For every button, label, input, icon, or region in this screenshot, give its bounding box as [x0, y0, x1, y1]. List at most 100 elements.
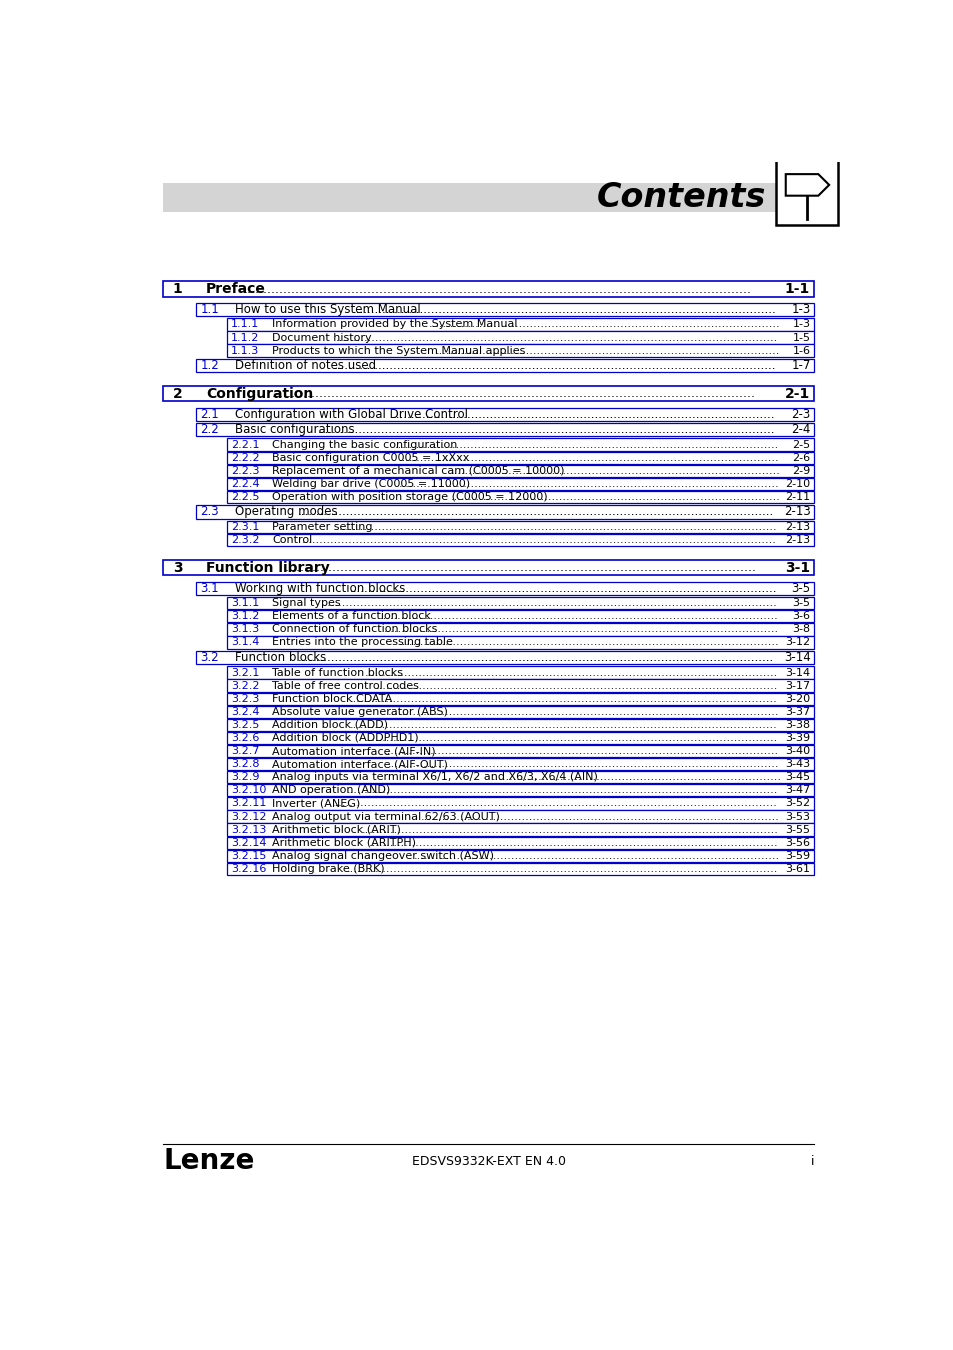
Text: 2-5: 2-5 [792, 440, 810, 450]
Bar [227, 798, 814, 810]
Text: 2-1: 2-1 [783, 386, 809, 401]
Text: 2.2: 2.2 [200, 423, 219, 436]
Bar [227, 810, 814, 822]
Text: ................................................................................: ........................................… [346, 786, 777, 795]
Text: ................................................................................: ........................................… [365, 667, 778, 678]
Bar [195, 359, 814, 373]
Text: Holding brake (BRK): Holding brake (BRK) [272, 864, 384, 873]
Bar [163, 386, 814, 401]
Bar [227, 533, 814, 547]
Text: 2-13: 2-13 [784, 535, 810, 545]
Text: ................................................................................: ........................................… [398, 637, 779, 648]
Text: 3.1: 3.1 [200, 582, 219, 595]
Bar [776, 153, 838, 225]
Text: ................................................................................: ........................................… [436, 346, 780, 355]
Text: Entries into the processing table: Entries into the processing table [272, 637, 453, 648]
Text: 2.2.1: 2.2.1 [231, 440, 259, 450]
Bar [227, 718, 814, 732]
Text: 2-4: 2-4 [790, 423, 810, 436]
Text: ................................................................................: ........................................… [369, 838, 778, 848]
Bar [227, 667, 814, 679]
Text: 2.3: 2.3 [200, 505, 219, 518]
Text: Preface: Preface [206, 282, 266, 296]
Bar [227, 344, 814, 356]
Text: 3-14: 3-14 [784, 667, 810, 678]
Text: 3-45: 3-45 [784, 772, 810, 782]
Text: 2-11: 2-11 [784, 491, 810, 502]
Text: Operation with position storage (C0005 = 12000): Operation with position storage (C0005 =… [272, 491, 547, 502]
Text: 3.2.7: 3.2.7 [231, 747, 259, 756]
Bar [227, 757, 814, 771]
Text: 2.1: 2.1 [200, 408, 219, 421]
Text: 3-8: 3-8 [792, 625, 810, 634]
Text: 3.2.11: 3.2.11 [231, 798, 266, 809]
Text: 3.2.6: 3.2.6 [231, 733, 259, 743]
Bar [163, 560, 814, 575]
Text: 3.2.8: 3.2.8 [231, 759, 259, 769]
Text: Working with function blocks: Working with function blocks [234, 582, 405, 595]
Text: 3.2.1: 3.2.1 [231, 667, 259, 678]
Text: Definition of notes used: Definition of notes used [234, 359, 375, 373]
Bar [227, 610, 814, 622]
Text: Configuration with Global Drive Control: Configuration with Global Drive Control [234, 408, 467, 421]
Text: 3-56: 3-56 [784, 838, 810, 848]
Text: ................................................................................: ........................................… [420, 811, 779, 822]
Text: Table of free control codes: Table of free control codes [272, 680, 418, 691]
Text: ................................................................................: ........................................… [350, 694, 777, 703]
Text: ................................................................................: ........................................… [349, 582, 776, 595]
Bar [227, 771, 814, 783]
Text: 3.1.4: 3.1.4 [231, 637, 259, 648]
Text: ................................................................................: ........................................… [383, 747, 778, 756]
Text: 2-13: 2-13 [784, 522, 810, 532]
Text: 3-17: 3-17 [784, 680, 810, 691]
Text: Arithmetic block (ARITPH): Arithmetic block (ARITPH) [272, 838, 416, 848]
Text: Elements of a function block: Elements of a function block [272, 612, 431, 621]
Text: 1.1.3: 1.1.3 [231, 346, 259, 355]
Text: ................................................................................: ........................................… [379, 612, 778, 621]
Text: 3-12: 3-12 [784, 637, 810, 648]
Text: 1-1: 1-1 [783, 282, 809, 296]
Bar [195, 582, 814, 595]
Text: 3.2.16: 3.2.16 [231, 864, 266, 873]
Text: 1-3: 1-3 [790, 302, 810, 316]
Text: 3.2.9: 3.2.9 [231, 772, 259, 782]
Text: ................................................................................: ........................................… [271, 387, 755, 400]
Bar [227, 597, 814, 609]
Text: ................................................................................: ........................................… [375, 680, 778, 691]
Text: 2.2.2: 2.2.2 [231, 452, 259, 463]
Text: ................................................................................: ........................................… [365, 733, 778, 743]
Text: 3-40: 3-40 [784, 747, 810, 756]
Text: 1-3: 1-3 [792, 320, 810, 329]
Text: ................................................................................: ........................................… [243, 282, 750, 296]
Text: ................................................................................: ........................................… [398, 452, 779, 463]
Text: Parameter setting: Parameter setting [272, 522, 372, 532]
Text: ................................................................................: ........................................… [297, 651, 773, 664]
Text: 3-38: 3-38 [784, 720, 810, 730]
Bar [227, 837, 814, 849]
Text: 2.3.2: 2.3.2 [231, 535, 259, 545]
Text: ................................................................................: ........................................… [285, 562, 757, 574]
Bar [163, 182, 775, 212]
Text: 3.2.2: 3.2.2 [231, 680, 259, 691]
Text: 3.2.12: 3.2.12 [231, 811, 266, 822]
Text: 3.2.5: 3.2.5 [231, 720, 259, 730]
Text: ................................................................................: ........................................… [297, 505, 773, 518]
Text: ................................................................................: ........................................… [398, 479, 779, 489]
Text: ................................................................................: ........................................… [334, 359, 775, 373]
Text: 1.2: 1.2 [200, 359, 219, 373]
Text: i: i [810, 1156, 814, 1168]
Bar [227, 863, 814, 875]
Text: ................................................................................: ........................................… [320, 598, 777, 609]
Bar [227, 624, 814, 636]
Text: ................................................................................: ........................................… [387, 759, 778, 769]
Bar [227, 331, 814, 344]
Text: Analog inputs via terminal X6/1, X6/2 and X6/3, X6/4 (AIN): Analog inputs via terminal X6/1, X6/2 an… [272, 772, 598, 782]
Text: Addition block (ADDPHD1): Addition block (ADDPHD1) [272, 733, 418, 743]
Text: 2: 2 [172, 386, 182, 401]
Text: ................................................................................: ........................................… [387, 707, 778, 717]
Text: 3.2.10: 3.2.10 [231, 786, 266, 795]
Text: Information provided by the System Manual: Information provided by the System Manua… [272, 320, 517, 329]
Bar [195, 408, 814, 421]
Text: Operating modes: Operating modes [234, 505, 337, 518]
Text: 2-13: 2-13 [783, 505, 810, 518]
